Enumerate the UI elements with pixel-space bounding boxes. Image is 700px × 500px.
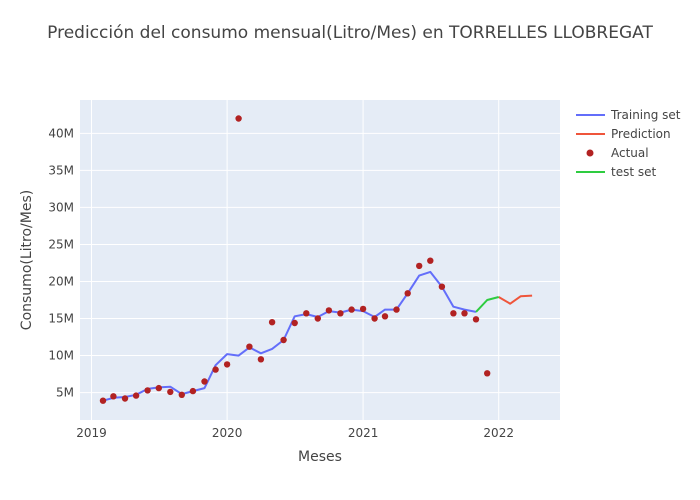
y-tick-label: 5M: [56, 386, 74, 400]
x-tick-label: 2022: [483, 426, 514, 440]
data-point-actual: [268, 319, 276, 326]
y-tick-label: 25M: [48, 237, 74, 251]
data-point-actual: [155, 384, 162, 392]
chart-title: Predicción del consumo mensual(Litro/Mes…: [47, 23, 653, 43]
data-point-actual: [325, 307, 333, 314]
legend-item-actual[interactable]: Actual: [586, 146, 649, 160]
data-point-actual: [189, 387, 197, 395]
data-point-actual: [246, 343, 253, 350]
y-tick-label: 40M: [48, 126, 74, 140]
data-point-actual: [121, 395, 129, 402]
data-point-actual: [110, 393, 117, 400]
legend-item-test-set[interactable]: test set: [576, 165, 656, 179]
x-tick-label: 2020: [212, 426, 243, 440]
legend-label: Training set: [610, 108, 681, 122]
data-point-actual: [178, 391, 185, 398]
data-point-actual: [359, 305, 367, 313]
series-line-training-set: [102, 270, 477, 402]
data-point-actual: [144, 387, 151, 394]
legend-label: Actual: [611, 146, 649, 160]
data-point-actual: [371, 315, 378, 322]
series-actual: [99, 115, 491, 404]
legend-swatch: [586, 149, 594, 157]
series-line-test-set: [475, 296, 499, 313]
legend-item-prediction[interactable]: Prediction: [576, 127, 671, 141]
y-axis-ticks: 5M 10M 15M 20M 25M 30M 35M 40M: [48, 126, 74, 399]
y-axis-label: Consumo(Litro/Mes): [19, 190, 35, 330]
data-point-actual: [235, 115, 242, 122]
data-point-actual: [280, 336, 287, 344]
series-line-prediction: [498, 294, 533, 305]
data-point-actual: [404, 290, 411, 297]
data-point-actual: [484, 370, 491, 377]
y-tick-label: 10M: [48, 349, 74, 363]
y-tick-label: 15M: [48, 312, 74, 326]
data-point-actual: [337, 310, 344, 317]
data-point-actual: [99, 397, 107, 404]
x-axis-ticks: 2019 2020 2021 2022: [76, 426, 514, 440]
data-point-actual: [291, 319, 298, 327]
x-tick-label: 2019: [76, 426, 107, 440]
data-point-actual: [212, 366, 219, 373]
data-point-actual: [223, 361, 231, 368]
data-point-actual: [438, 283, 446, 290]
legend-label: Prediction: [611, 127, 671, 141]
data-point-actual: [348, 306, 355, 313]
x-tick-label: 2021: [348, 426, 379, 440]
y-tick-label: 35M: [48, 163, 74, 177]
legend: Training set Prediction Actual test set: [576, 108, 681, 179]
data-point-actual: [314, 315, 321, 322]
data-point-actual: [167, 388, 174, 396]
data-point-actual: [450, 310, 457, 317]
data-point-actual: [416, 262, 423, 270]
legend-item-training-set[interactable]: Training set: [576, 108, 681, 122]
data-point-actual: [381, 313, 389, 320]
data-point-actual: [257, 356, 265, 363]
y-tick-label: 30M: [48, 200, 74, 214]
data-point-actual: [393, 306, 400, 313]
data-point-actual: [472, 316, 480, 323]
data-point-actual: [201, 378, 208, 385]
series-training-set: [102, 270, 477, 402]
x-axis-label: Meses: [298, 449, 342, 465]
plot-area: [80, 100, 560, 420]
series-layer: [99, 115, 533, 404]
data-point-actual: [461, 310, 468, 317]
data-point-actual: [303, 310, 310, 317]
data-point-actual: [132, 392, 140, 399]
legend-label: test set: [611, 165, 656, 179]
series-test-set: [475, 296, 499, 313]
data-point-actual: [427, 257, 434, 264]
series-prediction: [498, 294, 533, 305]
y-tick-label: 20M: [48, 274, 74, 288]
